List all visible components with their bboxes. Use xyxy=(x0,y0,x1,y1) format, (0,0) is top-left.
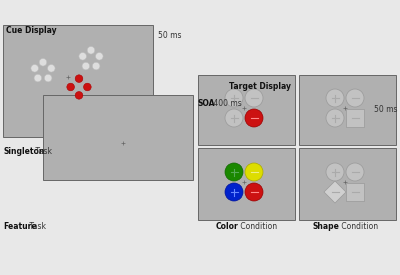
Bar xyxy=(299,75,396,145)
Circle shape xyxy=(75,75,83,82)
Text: Color: Color xyxy=(215,222,238,231)
Circle shape xyxy=(245,89,263,107)
Circle shape xyxy=(326,163,344,181)
Text: Condition: Condition xyxy=(238,222,277,231)
Text: Shape: Shape xyxy=(312,222,339,231)
Circle shape xyxy=(34,74,42,82)
Bar xyxy=(346,183,364,201)
Circle shape xyxy=(326,89,344,107)
Bar xyxy=(346,109,364,127)
Circle shape xyxy=(92,62,100,70)
Circle shape xyxy=(79,53,86,60)
Text: Feature: Feature xyxy=(3,222,37,231)
Text: Condition: Condition xyxy=(339,222,378,231)
Circle shape xyxy=(245,109,263,127)
Text: 400 ms: 400 ms xyxy=(211,98,242,108)
Circle shape xyxy=(87,46,95,54)
Circle shape xyxy=(44,74,52,82)
Circle shape xyxy=(245,163,263,181)
Text: Task: Task xyxy=(33,147,52,156)
Bar xyxy=(3,25,153,137)
Circle shape xyxy=(31,65,38,72)
Text: Cue Display: Cue Display xyxy=(6,26,57,35)
Text: Target Display: Target Display xyxy=(229,82,291,91)
Circle shape xyxy=(82,62,90,70)
Circle shape xyxy=(346,89,364,107)
Circle shape xyxy=(245,183,263,201)
Circle shape xyxy=(225,109,243,127)
Polygon shape xyxy=(324,181,346,203)
Text: Singleton: Singleton xyxy=(3,147,44,156)
Text: SOA: SOA xyxy=(198,98,216,108)
Circle shape xyxy=(84,83,91,91)
Bar xyxy=(198,148,295,220)
Text: Task: Task xyxy=(27,222,46,231)
Circle shape xyxy=(48,65,55,72)
Bar xyxy=(299,148,396,220)
Text: 50 ms: 50 ms xyxy=(374,106,398,114)
Circle shape xyxy=(39,59,47,66)
Circle shape xyxy=(225,163,243,181)
Circle shape xyxy=(346,163,364,181)
Text: 50 ms: 50 ms xyxy=(158,31,182,40)
Circle shape xyxy=(225,89,243,107)
Circle shape xyxy=(326,109,344,127)
Bar xyxy=(198,75,295,145)
Circle shape xyxy=(67,83,74,91)
Circle shape xyxy=(75,92,83,99)
Circle shape xyxy=(96,53,103,60)
Bar xyxy=(43,95,193,180)
Circle shape xyxy=(225,183,243,201)
